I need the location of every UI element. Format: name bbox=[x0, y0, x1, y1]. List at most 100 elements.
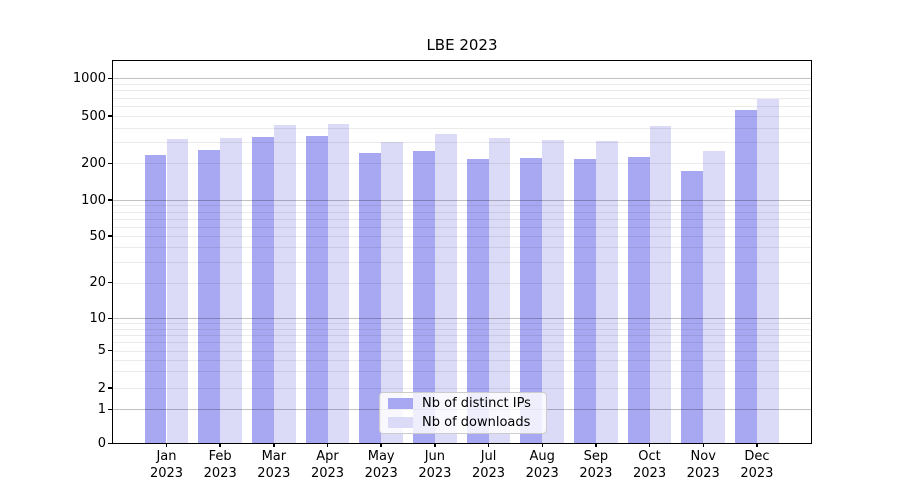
gridline bbox=[113, 218, 811, 220]
x-tick-label: May 2023 bbox=[364, 449, 398, 481]
gridline bbox=[113, 226, 811, 228]
bar-distinct-ips bbox=[627, 157, 650, 444]
y-tick-mark bbox=[108, 408, 112, 410]
x-tick-mark bbox=[273, 443, 275, 448]
x-tick-label: Sep 2023 bbox=[579, 449, 613, 481]
gridline bbox=[113, 371, 811, 373]
x-tick-label: Jul 2023 bbox=[471, 449, 506, 481]
y-tick-mark bbox=[108, 350, 112, 352]
gridline bbox=[113, 211, 811, 213]
gridline bbox=[113, 388, 811, 389]
gridline bbox=[113, 318, 811, 320]
bar-downloads bbox=[166, 139, 189, 444]
bar-distinct-ips bbox=[144, 154, 167, 444]
gridline bbox=[113, 282, 811, 284]
x-tick-label: Aug 2023 bbox=[525, 449, 559, 481]
bar-distinct-ips bbox=[252, 137, 274, 444]
bar-distinct-ips bbox=[305, 135, 328, 444]
legend-item-downloads: Nb of downloads bbox=[380, 415, 546, 430]
gridline bbox=[113, 247, 811, 249]
gridline bbox=[113, 350, 811, 352]
bar-downloads bbox=[273, 124, 296, 444]
x-tick-mark bbox=[648, 443, 651, 448]
gridline bbox=[113, 127, 811, 129]
x-tick-mark bbox=[595, 443, 597, 448]
x-tick-mark bbox=[756, 443, 758, 448]
gridline bbox=[113, 97, 811, 99]
bar-downloads bbox=[649, 125, 672, 444]
x-tick-mark bbox=[380, 443, 382, 448]
bar-downloads bbox=[595, 141, 618, 444]
gridline bbox=[113, 163, 811, 165]
legend-label-distinct-ips: Nb of distinct IPs bbox=[422, 395, 531, 411]
gridline bbox=[113, 200, 811, 201]
x-tick-mark bbox=[165, 443, 168, 448]
bar-distinct-ips bbox=[574, 159, 596, 444]
y-tick-label: 0 bbox=[97, 435, 106, 451]
bar-downloads bbox=[542, 139, 564, 444]
y-tick-label: 500 bbox=[81, 108, 106, 124]
bar-downloads bbox=[756, 98, 779, 444]
bar-downloads bbox=[434, 134, 457, 444]
x-tick-mark bbox=[541, 443, 543, 448]
gridline bbox=[113, 262, 811, 264]
y-tick-mark bbox=[108, 115, 112, 117]
gridline bbox=[113, 323, 811, 325]
legend-label-downloads: Nb of downloads bbox=[422, 414, 531, 430]
y-tick-label: 1000 bbox=[72, 70, 106, 86]
gridline bbox=[113, 359, 811, 361]
y-tick-mark bbox=[108, 317, 112, 319]
bar-downloads bbox=[488, 137, 511, 444]
x-tick-label: Jan 2023 bbox=[149, 449, 184, 481]
x-tick-mark bbox=[702, 443, 704, 448]
chart-title: LBE 2023 bbox=[426, 36, 498, 54]
y-tick-label: 200 bbox=[81, 155, 106, 171]
bar-downloads bbox=[220, 137, 242, 444]
legend-swatch-downloads bbox=[388, 417, 413, 428]
gridline bbox=[113, 328, 811, 330]
y-tick-mark bbox=[108, 282, 112, 284]
y-tick-mark bbox=[108, 77, 112, 79]
legend-swatch-distinct-ips bbox=[388, 398, 413, 409]
bar-downloads bbox=[703, 151, 726, 444]
bar-distinct-ips bbox=[466, 158, 489, 444]
gridline bbox=[113, 334, 811, 336]
y-tick-label: 20 bbox=[89, 275, 106, 291]
y-tick-label: 2 bbox=[97, 380, 106, 396]
y-tick-label: 1 bbox=[97, 401, 106, 417]
legend: Nb of distinct IPs Nb of downloads bbox=[379, 392, 547, 434]
x-tick-mark bbox=[434, 443, 436, 448]
y-tick-mark bbox=[108, 442, 112, 444]
gridline bbox=[113, 205, 811, 207]
gridline bbox=[113, 236, 811, 237]
bar-distinct-ips bbox=[735, 109, 757, 444]
gridline bbox=[113, 106, 811, 108]
bar-downloads bbox=[381, 141, 403, 444]
y-tick-mark bbox=[108, 162, 112, 164]
x-tick-mark bbox=[219, 443, 221, 448]
x-tick-label: Apr 2023 bbox=[310, 449, 345, 481]
x-tick-label: Nov 2023 bbox=[686, 449, 720, 481]
bars-layer bbox=[113, 61, 811, 444]
bar-distinct-ips bbox=[359, 152, 382, 444]
x-tick-mark bbox=[487, 443, 490, 448]
y-tick-label: 100 bbox=[81, 192, 106, 208]
bar-distinct-ips bbox=[681, 171, 704, 444]
x-tick-label: Mar 2023 bbox=[257, 449, 291, 481]
y-tick-label: 10 bbox=[89, 310, 106, 326]
gridline bbox=[113, 342, 811, 344]
bar-distinct-ips bbox=[520, 158, 543, 444]
bar-distinct-ips bbox=[413, 151, 435, 444]
y-tick-mark bbox=[108, 387, 112, 389]
x-tick-label: Dec 2023 bbox=[740, 449, 774, 481]
y-tick-mark bbox=[108, 199, 112, 201]
gridline bbox=[113, 84, 811, 86]
gridline bbox=[113, 142, 811, 144]
grid-layer bbox=[113, 61, 811, 443]
bar-distinct-ips bbox=[198, 150, 221, 444]
gridline bbox=[113, 90, 811, 92]
x-tick-label: Feb 2023 bbox=[203, 449, 237, 481]
x-tick-mark bbox=[326, 443, 329, 448]
y-tick-mark bbox=[108, 235, 112, 237]
